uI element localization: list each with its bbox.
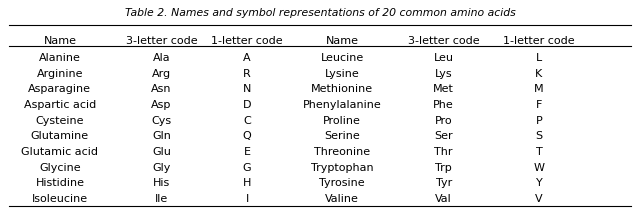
Text: Cysteine: Cysteine <box>36 116 84 126</box>
Text: Met: Met <box>433 84 454 94</box>
Text: F: F <box>536 100 542 110</box>
Text: Gly: Gly <box>152 163 171 173</box>
Text: Ala: Ala <box>152 53 170 63</box>
Text: I: I <box>245 194 249 204</box>
Text: Ser: Ser <box>435 131 453 141</box>
Text: 3-letter code: 3-letter code <box>408 36 479 46</box>
Text: Histidine: Histidine <box>35 178 84 188</box>
Text: Arginine: Arginine <box>36 69 83 79</box>
Text: Cys: Cys <box>151 116 172 126</box>
Text: R: R <box>243 69 251 79</box>
Text: 1-letter code: 1-letter code <box>211 36 283 46</box>
Text: Serine: Serine <box>324 131 360 141</box>
Text: N: N <box>243 84 252 94</box>
Text: V: V <box>535 194 543 204</box>
Text: Asp: Asp <box>151 100 172 110</box>
Text: Leucine: Leucine <box>321 53 364 63</box>
Text: K: K <box>535 69 543 79</box>
Text: A: A <box>243 53 251 63</box>
Text: D: D <box>243 100 252 110</box>
Text: Phenylalanine: Phenylalanine <box>303 100 381 110</box>
Text: W: W <box>533 163 545 173</box>
Text: Asn: Asn <box>151 84 172 94</box>
Text: Glu: Glu <box>152 147 171 157</box>
Text: Glutamic acid: Glutamic acid <box>21 147 99 157</box>
Text: Pro: Pro <box>435 116 452 126</box>
Text: Y: Y <box>536 178 542 188</box>
Text: M: M <box>534 84 544 94</box>
Text: G: G <box>243 163 252 173</box>
Text: Valine: Valine <box>325 194 359 204</box>
Text: Table 2. Names and symbol representations of 20 common amino acids: Table 2. Names and symbol representation… <box>125 8 515 18</box>
Text: Tyr: Tyr <box>436 178 452 188</box>
Text: Name: Name <box>44 36 76 46</box>
Text: Ile: Ile <box>155 194 168 204</box>
Text: Thr: Thr <box>435 147 453 157</box>
Text: Leu: Leu <box>434 53 454 63</box>
Text: Val: Val <box>435 194 452 204</box>
Text: H: H <box>243 178 252 188</box>
Text: Gln: Gln <box>152 131 171 141</box>
Text: Lysine: Lysine <box>325 69 360 79</box>
Text: Threonine: Threonine <box>314 147 371 157</box>
Text: P: P <box>536 116 542 126</box>
Text: T: T <box>536 147 542 157</box>
Text: Q: Q <box>243 131 252 141</box>
Text: Aspartic acid: Aspartic acid <box>24 100 96 110</box>
Text: Proline: Proline <box>323 116 361 126</box>
Text: Glycine: Glycine <box>39 163 81 173</box>
Text: Arg: Arg <box>152 69 171 79</box>
Text: E: E <box>244 147 250 157</box>
Text: L: L <box>536 53 542 63</box>
Text: Trp: Trp <box>435 163 452 173</box>
Text: Name: Name <box>326 36 358 46</box>
Text: Alanine: Alanine <box>39 53 81 63</box>
Text: Lys: Lys <box>435 69 452 79</box>
Text: Tyrosine: Tyrosine <box>319 178 365 188</box>
Text: 3-letter code: 3-letter code <box>125 36 197 46</box>
Text: Glutamine: Glutamine <box>31 131 89 141</box>
Text: His: His <box>153 178 170 188</box>
Text: Tryptophan: Tryptophan <box>311 163 374 173</box>
Text: C: C <box>243 116 251 126</box>
Text: Phe: Phe <box>433 100 454 110</box>
Text: Methionine: Methionine <box>311 84 373 94</box>
Text: S: S <box>535 131 543 141</box>
Text: Asparagine: Asparagine <box>28 84 92 94</box>
Text: Isoleucine: Isoleucine <box>32 194 88 204</box>
Text: 1-letter code: 1-letter code <box>503 36 575 46</box>
